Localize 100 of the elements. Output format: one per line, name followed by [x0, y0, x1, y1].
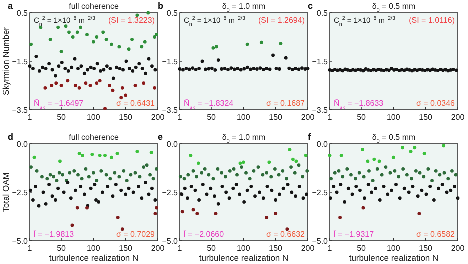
point	[261, 173, 265, 177]
point	[370, 190, 374, 194]
point	[143, 40, 147, 44]
y-tick-label: −1.5	[312, 58, 329, 66]
point	[294, 160, 298, 164]
point	[290, 166, 293, 169]
point	[182, 177, 186, 181]
x-tick-label: 200	[301, 244, 316, 253]
point	[60, 61, 64, 64]
point	[155, 206, 158, 210]
point	[223, 67, 227, 70]
point	[212, 177, 216, 181]
point	[122, 169, 126, 173]
point	[132, 190, 136, 194]
point	[136, 150, 140, 154]
point	[69, 196, 73, 200]
point	[192, 169, 196, 173]
point	[79, 26, 83, 30]
point	[155, 168, 158, 171]
point	[363, 196, 366, 200]
point	[180, 210, 184, 214]
point	[346, 186, 350, 190]
point	[98, 154, 102, 158]
point	[146, 11, 150, 15]
point	[418, 212, 422, 216]
point	[340, 154, 344, 158]
point	[282, 186, 286, 190]
x-tick-label: 100	[387, 244, 401, 253]
point	[232, 186, 236, 190]
point	[144, 72, 148, 76]
point	[32, 67, 35, 70]
x-tick-label: 1	[28, 113, 33, 122]
point	[306, 169, 310, 173]
point	[442, 144, 446, 148]
point	[255, 68, 259, 71]
point	[81, 154, 84, 158]
point	[304, 68, 308, 71]
point	[127, 48, 131, 52]
point	[265, 67, 269, 70]
point	[450, 169, 454, 173]
x-tick-label: 200	[451, 244, 466, 253]
point	[449, 188, 453, 192]
x-axis-title: turbulence realization N	[349, 253, 439, 263]
point	[138, 62, 142, 66]
point	[246, 66, 250, 70]
point	[57, 64, 61, 68]
x-tick-label: 50	[207, 113, 217, 122]
point	[432, 198, 436, 202]
point	[134, 171, 138, 175]
point	[55, 179, 59, 183]
x-tick-label: 150	[269, 244, 284, 253]
point	[120, 96, 124, 100]
point	[201, 183, 205, 186]
point	[456, 196, 460, 200]
point	[354, 177, 358, 181]
point	[44, 202, 48, 206]
point	[155, 33, 158, 37]
point	[60, 50, 64, 54]
x-tick-label: 1	[178, 244, 183, 253]
point	[153, 36, 156, 39]
point	[39, 26, 43, 30]
y-tick-label: −5.0	[162, 237, 179, 246]
point	[50, 68, 54, 72]
point	[112, 76, 116, 80]
text: c	[308, 1, 314, 11]
annotation: (SI = 1.0116)	[409, 16, 456, 25]
point	[378, 198, 382, 202]
point	[210, 66, 214, 70]
point	[79, 184, 83, 188]
point	[384, 166, 388, 169]
point	[82, 72, 86, 76]
annotation: l̄ = −1.9813	[32, 230, 75, 239]
point	[122, 68, 125, 72]
point	[422, 175, 426, 179]
point	[277, 173, 281, 177]
point	[64, 67, 68, 70]
point	[440, 183, 444, 186]
y-axis-title: Skyrmion Number	[1, 27, 11, 96]
point	[298, 184, 302, 188]
point	[73, 57, 77, 61]
annotation: σ = 0.6431	[116, 99, 156, 108]
point	[196, 212, 200, 216]
point	[297, 68, 301, 72]
point	[446, 177, 450, 181]
point	[76, 173, 80, 177]
point	[87, 175, 91, 179]
point	[242, 200, 246, 204]
point	[426, 168, 430, 171]
point	[402, 168, 406, 171]
y-tick-label: −5.0	[12, 237, 29, 246]
x-tick-label: 50	[57, 113, 67, 122]
point	[256, 166, 260, 169]
point	[104, 173, 108, 177]
point	[148, 173, 152, 177]
point	[438, 173, 442, 177]
point	[30, 42, 33, 46]
annotation: l̄ = −1.9317	[332, 230, 375, 239]
text: b	[158, 1, 164, 11]
point	[76, 206, 80, 210]
point	[246, 42, 250, 46]
